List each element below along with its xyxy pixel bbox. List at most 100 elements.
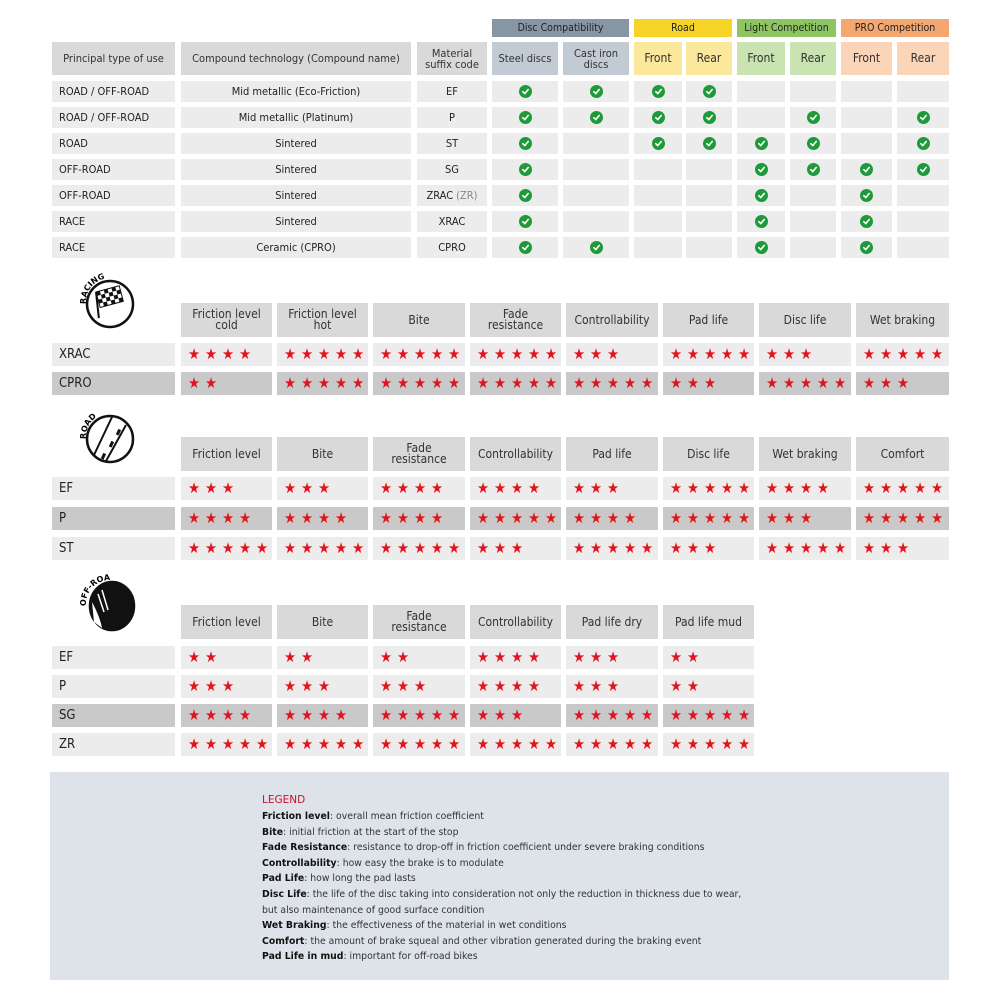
rating-cell: ★ ★ ★ ★ ★ [759, 372, 851, 395]
star-icon: ★ [572, 735, 586, 753]
star-icon: ★ [640, 735, 654, 753]
compat-cell [841, 159, 892, 180]
star-icon: ★ [379, 735, 393, 753]
star-icon: ★ [413, 735, 427, 753]
rating-cell: ★ ★ ★ ★ ★ [181, 733, 272, 756]
star-icon: ★ [510, 374, 524, 392]
compat-cell [737, 81, 785, 102]
legend-description: : overall mean friction coefficient [329, 811, 484, 822]
star-icon: ★ [447, 345, 461, 363]
star-icon: ★ [334, 706, 348, 724]
star-icon: ★ [623, 735, 637, 753]
star-icon: ★ [430, 735, 444, 753]
star-icon: ★ [255, 735, 269, 753]
compat-cell [737, 211, 785, 232]
rating-cell: ★ ★ ★ [277, 675, 368, 698]
star-icon: ★ [833, 374, 847, 392]
star-icon: ★ [334, 345, 348, 363]
star-icon: ★ [816, 539, 830, 557]
star-icon: ★ [896, 479, 910, 497]
check-icon [806, 111, 820, 124]
compat-cell [492, 159, 558, 180]
rating-column-header: Fade resistance [373, 437, 465, 471]
group-header-1: Road [634, 19, 732, 37]
compat-cell [563, 133, 629, 154]
compat-cell [563, 237, 629, 258]
rating-column-header: Fade resistance [373, 605, 465, 639]
compat-cell [841, 81, 892, 102]
star-icon: ★ [493, 374, 507, 392]
star-icon: ★ [799, 374, 813, 392]
star-icon: ★ [317, 677, 331, 695]
star-icon: ★ [447, 539, 461, 557]
star-icon: ★ [720, 706, 734, 724]
star-icon: ★ [527, 648, 541, 666]
suffix-code-cell: XRAC [417, 211, 487, 232]
star-icon: ★ [913, 509, 927, 527]
star-icon: ★ [396, 735, 410, 753]
star-icon: ★ [686, 345, 700, 363]
star-icon: ★ [527, 479, 541, 497]
star-icon: ★ [476, 345, 490, 363]
suffix-code: SG [445, 163, 459, 176]
star-icon: ★ [737, 735, 751, 753]
compat-cell [634, 107, 682, 128]
compound-cell: Mid metallic (Platinum) [181, 107, 411, 128]
compat-cell [686, 185, 732, 206]
star-icon: ★ [606, 735, 620, 753]
rating-cell: ★ ★ ★ ★ ★ [277, 537, 368, 560]
compat-cell [790, 81, 836, 102]
compat-cell [634, 159, 682, 180]
rating-cell: ★ ★ ★ ★ [759, 477, 851, 500]
rating-column-header: Pad life dry [566, 605, 658, 639]
star-icon: ★ [737, 345, 751, 363]
star-icon: ★ [238, 706, 252, 724]
compat-cell [737, 107, 785, 128]
check-icon [518, 189, 532, 202]
check-icon [860, 215, 873, 228]
star-icon: ★ [737, 706, 751, 724]
star-icon: ★ [510, 677, 524, 695]
star-icon: ★ [430, 374, 444, 392]
rating-cell: ★ ★ ★ [566, 646, 658, 669]
star-icon: ★ [379, 345, 393, 363]
star-icon: ★ [413, 509, 427, 527]
legend-term: Controllability [262, 857, 337, 869]
check-icon [754, 163, 768, 176]
rating-cell: ★ ★ ★ ★ [181, 343, 272, 366]
star-icon: ★ [221, 479, 235, 497]
compound-code-cell: CPRO [52, 372, 175, 395]
star-icon: ★ [396, 677, 410, 695]
star-icon: ★ [930, 509, 944, 527]
star-icon: ★ [379, 706, 393, 724]
rating-cell: ★ ★ ★ ★ ★ [373, 372, 465, 395]
compat-cell [897, 237, 949, 258]
star-icon: ★ [221, 345, 235, 363]
column-header: Front [634, 42, 682, 75]
legend-description: : the amount of brake squeal and other v… [304, 935, 702, 947]
rating-cell: ★ ★ [181, 372, 272, 395]
badge-off-road-icon: OFF-ROAD [77, 565, 144, 636]
rating-column-header: Friction level [181, 437, 272, 471]
star-icon: ★ [317, 509, 331, 527]
star-icon: ★ [640, 706, 654, 724]
star-icon: ★ [686, 648, 700, 666]
star-icon: ★ [765, 539, 779, 557]
type-of-use-cell: OFF-ROAD [52, 185, 175, 206]
column-header: Front [841, 42, 892, 75]
star-icon: ★ [782, 374, 796, 392]
star-icon: ★ [300, 735, 314, 753]
star-icon: ★ [686, 539, 700, 557]
star-icon: ★ [606, 509, 620, 527]
rating-cell: ★ ★ ★ [566, 675, 658, 698]
check-icon [702, 137, 716, 150]
legend-term: Fade Resistance [262, 842, 348, 854]
star-icon: ★ [379, 648, 393, 666]
rating-cell: ★ ★ ★ ★ [181, 704, 272, 727]
legend-item: Disc Life: the life of the disc taking i… [262, 887, 741, 903]
rating-cell: ★ ★ ★ ★ [373, 477, 465, 500]
star-icon: ★ [765, 345, 779, 363]
star-icon: ★ [589, 509, 603, 527]
suffix-code-cell: EF [417, 81, 487, 102]
check-icon [518, 111, 532, 124]
